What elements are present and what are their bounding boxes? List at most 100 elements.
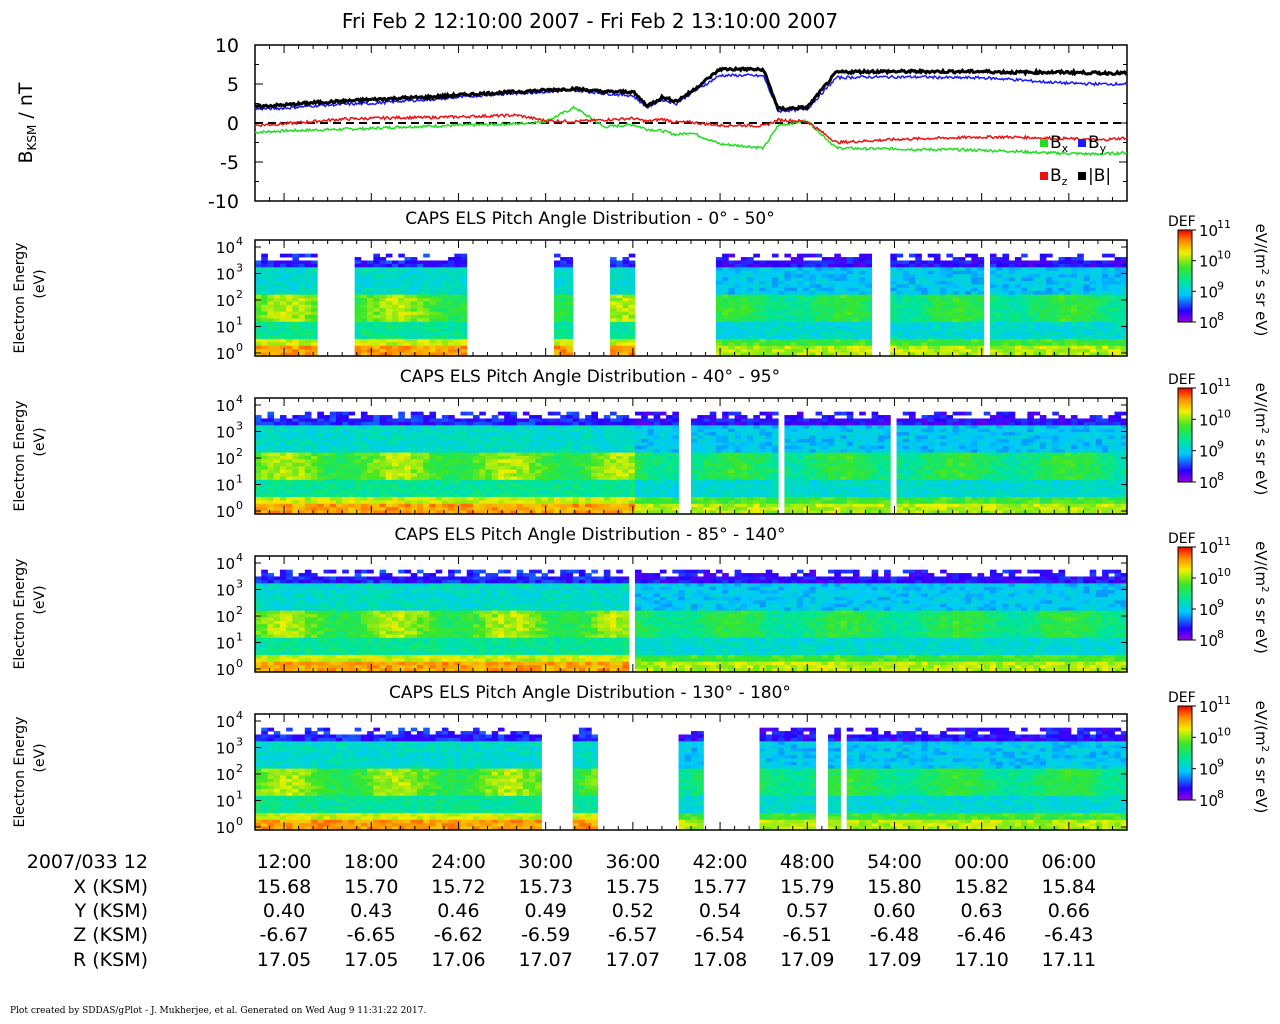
spectrogram-cell bbox=[740, 301, 748, 306]
spectrogram-cell bbox=[1089, 267, 1097, 272]
spectrogram-cell bbox=[896, 291, 904, 295]
colorbar-tick-label: 10 bbox=[1199, 222, 1218, 240]
spectrogram-cell bbox=[516, 418, 524, 423]
spectrogram-cell bbox=[896, 287, 904, 292]
spectrogram-cell bbox=[273, 445, 281, 450]
spectrogram-cell bbox=[747, 321, 754, 326]
spectrogram-cell bbox=[553, 342, 561, 347]
spectrogram-cell bbox=[603, 462, 611, 467]
spectrogram-cell bbox=[915, 270, 922, 275]
spectrogram-cell bbox=[828, 263, 835, 268]
spectrogram-cell bbox=[1002, 328, 1010, 333]
spectrogram-cell bbox=[466, 459, 474, 464]
spectrogram-cell bbox=[796, 342, 804, 347]
spectrogram-cell bbox=[329, 432, 337, 436]
spectrogram-cell bbox=[304, 338, 312, 343]
spectrogram-cell bbox=[915, 257, 922, 261]
spectrogram-cell bbox=[1052, 311, 1059, 316]
spectrogram-cell bbox=[510, 510, 517, 515]
spectrogram-cell bbox=[441, 304, 449, 309]
spectrogram-cell bbox=[946, 342, 953, 347]
spectrogram-cell bbox=[398, 280, 405, 285]
spectrogram-cell bbox=[622, 428, 630, 433]
spectrogram-cell bbox=[1033, 267, 1041, 272]
spectrogram-cell bbox=[909, 325, 916, 330]
spectrogram-cell bbox=[634, 476, 642, 481]
spectrogram-cell bbox=[803, 325, 810, 330]
spectrogram-cell bbox=[728, 349, 735, 353]
spectrogram-cell bbox=[971, 301, 978, 306]
spectrogram-cell bbox=[1077, 332, 1084, 336]
spectrogram-cell bbox=[553, 287, 561, 292]
spectrogram-cell bbox=[1064, 260, 1072, 265]
spectrogram-cell bbox=[996, 260, 1003, 265]
spectrogram-cell bbox=[1102, 280, 1109, 285]
spectrogram-cell bbox=[510, 496, 517, 501]
spectrogram-cell bbox=[335, 469, 343, 474]
spectrogram-cell bbox=[448, 287, 455, 292]
spectrogram-cell bbox=[610, 332, 617, 336]
spectrogram-cell bbox=[616, 442, 623, 447]
spectrogram-cell bbox=[809, 270, 816, 275]
spectrogram-cell bbox=[360, 415, 368, 419]
spectrogram-cell bbox=[1089, 277, 1097, 282]
spectrogram-cell bbox=[566, 287, 574, 292]
spectrogram-cell bbox=[553, 291, 561, 295]
spectrogram-cell bbox=[479, 442, 486, 447]
spectrogram-cell bbox=[392, 459, 399, 464]
spectrogram-cell bbox=[915, 263, 922, 268]
spectrogram-cell bbox=[641, 435, 648, 440]
spectrogram-cell bbox=[1089, 263, 1097, 268]
spectrogram-cell bbox=[385, 311, 393, 316]
spectrogram-cell bbox=[342, 425, 349, 430]
spectrogram-cell bbox=[784, 298, 792, 302]
spectrogram-cell bbox=[304, 280, 312, 285]
spectrogram-cell bbox=[734, 349, 742, 353]
spectrogram-cell bbox=[902, 267, 910, 272]
spectrogram-cell bbox=[454, 425, 461, 430]
spectrogram-cell bbox=[354, 318, 362, 323]
spectrogram-cell bbox=[909, 274, 916, 278]
spectrogram-cell bbox=[435, 342, 443, 347]
spectrogram-cell bbox=[448, 476, 455, 481]
spectrogram-cell bbox=[360, 318, 368, 323]
spectrogram-cell bbox=[460, 483, 468, 488]
spectrogram-cell bbox=[778, 294, 785, 299]
spectrogram-cell bbox=[628, 298, 636, 302]
spectrogram-cell bbox=[497, 503, 505, 508]
spectrogram-cell bbox=[616, 311, 623, 316]
spectrogram-cell bbox=[292, 452, 299, 457]
spectrogram-cell bbox=[622, 311, 630, 316]
spectrogram-cell bbox=[516, 435, 524, 440]
spectrogram-cell bbox=[267, 291, 275, 295]
spectrogram-cell bbox=[279, 490, 287, 494]
spectrogram-cell bbox=[485, 456, 493, 460]
spectrogram-cell bbox=[454, 445, 461, 450]
spectrogram-cell bbox=[273, 469, 281, 474]
spectrogram-cell bbox=[304, 493, 312, 498]
spectrogram-cell bbox=[560, 418, 567, 423]
spectrogram-cell bbox=[329, 435, 337, 440]
spectrogram-cell bbox=[616, 507, 623, 511]
spectrogram-cell bbox=[734, 332, 742, 336]
spectrogram-cell bbox=[1095, 352, 1103, 357]
spectrogram-cell bbox=[921, 338, 929, 343]
spectrogram-cell bbox=[473, 479, 480, 484]
spectrogram-cell bbox=[398, 335, 405, 340]
spectrogram-cell bbox=[1095, 342, 1103, 347]
spectrogram-cell bbox=[398, 425, 405, 430]
spectrogram-cell bbox=[317, 411, 324, 416]
spectrogram-cell bbox=[373, 321, 380, 326]
mag-ytick-label: 10 bbox=[215, 35, 239, 57]
spectrogram-cell bbox=[298, 280, 306, 285]
spectrogram-cell bbox=[354, 483, 362, 488]
spectrogram-cell bbox=[416, 263, 424, 268]
spectrogram-cell bbox=[865, 280, 873, 285]
spectrogram-cell bbox=[510, 500, 517, 505]
spectrogram-cell bbox=[610, 349, 617, 353]
spectrogram-cell bbox=[541, 438, 549, 443]
spectrogram-cell bbox=[522, 418, 530, 423]
spectrogram-cell bbox=[927, 270, 935, 275]
spectrogram-cell bbox=[279, 325, 287, 330]
